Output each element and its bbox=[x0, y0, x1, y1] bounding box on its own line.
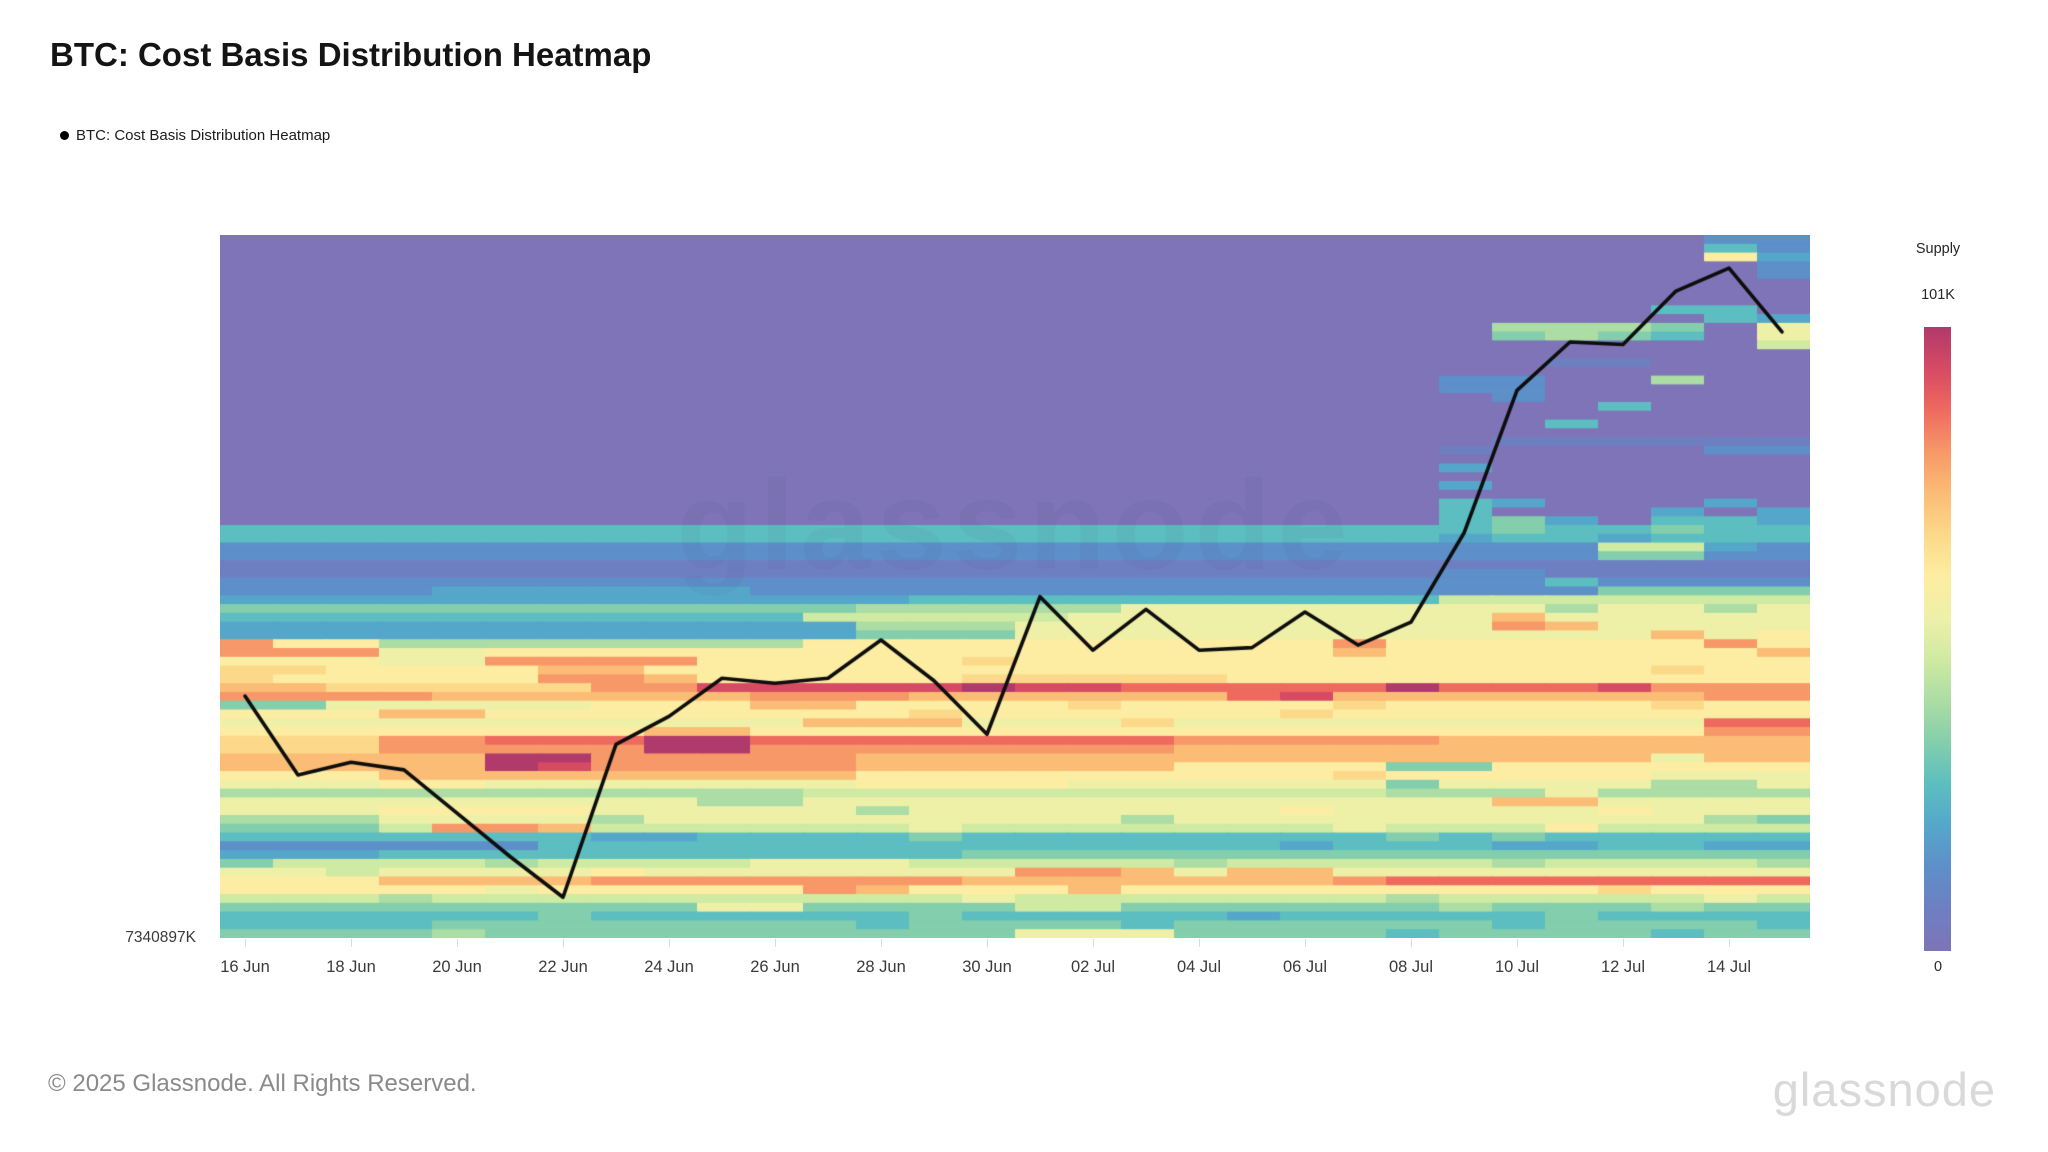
x-tick-mark bbox=[987, 939, 988, 947]
x-tick-label: 16 Jun bbox=[220, 958, 270, 976]
heatmap-plot-area[interactable]: glassnode bbox=[220, 235, 1810, 938]
x-tick-mark bbox=[351, 939, 352, 947]
x-tick-label: 06 Jul bbox=[1282, 958, 1328, 976]
x-tick-label: 28 Jun bbox=[856, 958, 906, 976]
x-tick-label: 20 Jun bbox=[432, 958, 482, 976]
x-tick-mark bbox=[245, 939, 246, 947]
glassnode-wordmark: glassnode bbox=[1772, 1063, 1996, 1116]
x-tick-label: 04 Jul bbox=[1176, 958, 1222, 976]
x-tick-label: 18 Jun bbox=[326, 958, 376, 976]
x-tick-label: 10 Jul bbox=[1494, 958, 1540, 976]
legend-item[interactable]: BTC: Cost Basis Distribution Heatmap bbox=[60, 127, 330, 144]
x-tick-label: 26 Jun bbox=[750, 958, 800, 976]
x-tick-label: 02 Jul bbox=[1070, 958, 1116, 976]
x-tick-mark bbox=[775, 939, 776, 947]
copyright-text: © 2025 Glassnode. All Rights Reserved. bbox=[48, 1070, 477, 1097]
x-tick-label: 30 Jun bbox=[962, 958, 1012, 976]
x-tick-mark bbox=[669, 939, 670, 947]
x-tick-mark bbox=[881, 939, 882, 947]
x-tick-label: 12 Jul bbox=[1600, 958, 1646, 976]
x-tick-label: 22 Jun bbox=[538, 958, 588, 976]
x-tick-mark bbox=[1199, 939, 1200, 947]
legend-label: BTC: Cost Basis Distribution Heatmap bbox=[76, 127, 331, 144]
page-title: BTC: Cost Basis Distribution Heatmap bbox=[50, 36, 652, 73]
colorbar-title: Supply bbox=[1915, 241, 1961, 257]
x-tick-mark bbox=[563, 939, 564, 947]
colorbar-min-label: 0 bbox=[1933, 959, 1943, 975]
x-tick-mark bbox=[1093, 939, 1094, 947]
x-tick-mark bbox=[457, 939, 458, 947]
x-tick-mark bbox=[1517, 939, 1518, 947]
x-tick-mark bbox=[1305, 939, 1306, 947]
y-axis-bottom-label: 7340897K bbox=[125, 929, 196, 946]
legend-marker-icon bbox=[60, 131, 69, 140]
heatmap-canvas[interactable] bbox=[220, 235, 1810, 938]
colorbar-gradient bbox=[1924, 327, 1951, 951]
x-tick-label: 08 Jul bbox=[1388, 958, 1434, 976]
x-tick-mark bbox=[1729, 939, 1730, 947]
colorbar-max-label: 101K bbox=[1921, 287, 1955, 303]
x-tick-label: 24 Jun bbox=[644, 958, 694, 976]
x-tick-label: 14 Jul bbox=[1706, 958, 1752, 976]
x-tick-mark bbox=[1623, 939, 1624, 947]
x-tick-mark bbox=[1411, 939, 1412, 947]
